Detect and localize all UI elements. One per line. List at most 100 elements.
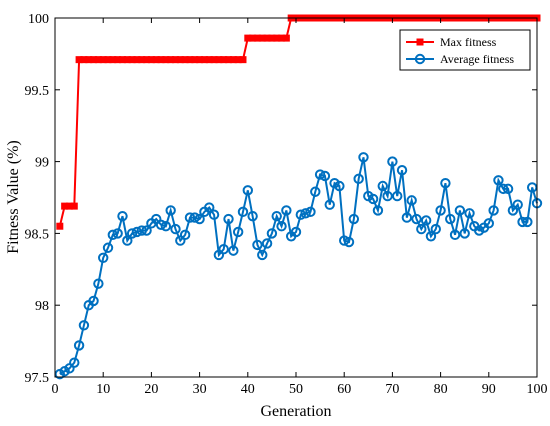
data-point — [228, 245, 239, 256]
data-point — [239, 56, 247, 64]
data-point — [276, 221, 287, 232]
data-point — [459, 228, 470, 239]
data-point — [348, 213, 360, 225]
data-point — [401, 212, 413, 223]
data-point — [160, 221, 172, 232]
data-point — [107, 229, 119, 241]
y-tick-label: 100 — [28, 12, 49, 27]
data-point — [343, 236, 355, 248]
data-point — [102, 242, 114, 253]
data-point — [122, 235, 133, 246]
data-point — [189, 212, 200, 223]
data-point — [526, 182, 538, 193]
data-point — [498, 183, 509, 195]
data-point — [493, 175, 504, 186]
data-point — [406, 195, 417, 206]
x-axis-label: Generation — [260, 403, 331, 420]
legend-label: Max fitness — [440, 35, 497, 49]
data-point — [223, 213, 234, 225]
x-tick-label: 100 — [527, 382, 548, 397]
x-tick-label: 60 — [337, 382, 351, 397]
ticks-layer: 0 10 20 30 40 50 60 70 80 90 100 97.5 98 98.5 99 99.5 10… — [25, 12, 548, 397]
data-point — [430, 223, 441, 235]
series-average-fitness — [54, 152, 543, 380]
data-point — [445, 213, 456, 225]
data-point — [416, 223, 427, 235]
data-point — [126, 228, 138, 239]
x-tick-label: 20 — [144, 382, 158, 397]
data-point — [290, 226, 302, 238]
data-point — [88, 295, 99, 307]
y-tick-label: 99.5 — [25, 84, 50, 99]
legend-item: Max fitness — [406, 35, 497, 49]
data-point — [324, 199, 335, 210]
data-point — [282, 34, 290, 42]
data-point — [382, 190, 393, 202]
data-point — [232, 226, 244, 238]
data-point — [237, 206, 249, 218]
y-tick-label: 98 — [35, 299, 49, 314]
y-tick-label: 98.5 — [25, 227, 50, 242]
data-point — [194, 213, 205, 225]
data-point — [305, 206, 316, 218]
data-point — [252, 239, 263, 251]
data-point — [204, 202, 215, 213]
data-point — [512, 199, 523, 210]
data-point — [78, 320, 90, 331]
data-point — [358, 152, 369, 163]
data-point — [464, 208, 475, 219]
data-point — [218, 243, 229, 255]
data-point — [266, 228, 278, 239]
data-point — [155, 219, 167, 230]
x-tick-label: 50 — [289, 382, 303, 397]
data-point — [435, 205, 446, 216]
legend-marker — [414, 53, 426, 65]
data-point — [310, 186, 321, 197]
data-point — [319, 170, 331, 182]
data-point — [334, 180, 345, 192]
data-point — [208, 209, 220, 220]
data-point — [502, 183, 514, 195]
data-point — [242, 185, 254, 196]
data-point — [353, 173, 364, 185]
data-point — [93, 278, 104, 289]
data-point — [281, 205, 292, 216]
data-point — [271, 210, 282, 222]
data-point — [517, 216, 528, 228]
data-point — [387, 156, 398, 167]
x-tick-label: 40 — [241, 382, 255, 397]
data-point — [184, 212, 196, 223]
data-point — [247, 210, 258, 222]
data-point — [69, 357, 80, 368]
data-point — [425, 231, 437, 242]
data-point — [73, 340, 85, 351]
data-point — [483, 218, 494, 229]
x-tick-label: 80 — [434, 382, 448, 397]
data-point — [261, 238, 273, 249]
data-point — [522, 216, 533, 228]
plot-area — [55, 18, 537, 377]
y-tick-label: 99 — [35, 156, 49, 171]
data-point — [257, 249, 268, 261]
data-point — [70, 202, 78, 210]
data-point — [367, 193, 379, 205]
series-line — [59, 157, 538, 375]
data-point — [56, 222, 64, 230]
data-point — [179, 229, 191, 241]
x-tick-label: 30 — [193, 382, 207, 397]
legend-marker — [416, 38, 424, 46]
legend-label: Average fitness — [440, 52, 514, 66]
x-tick-label: 0 — [52, 382, 59, 397]
data-point — [295, 209, 307, 220]
legend-item: Average fitness — [406, 52, 514, 66]
data-point — [392, 190, 403, 202]
data-point — [420, 215, 432, 226]
data-point — [449, 229, 461, 241]
data-point — [300, 208, 311, 219]
data-point — [131, 226, 143, 238]
data-point — [488, 205, 499, 216]
legend: Max fitness Average fitness — [399, 29, 531, 71]
x-tick-label: 70 — [385, 382, 399, 397]
data-point — [112, 228, 123, 239]
